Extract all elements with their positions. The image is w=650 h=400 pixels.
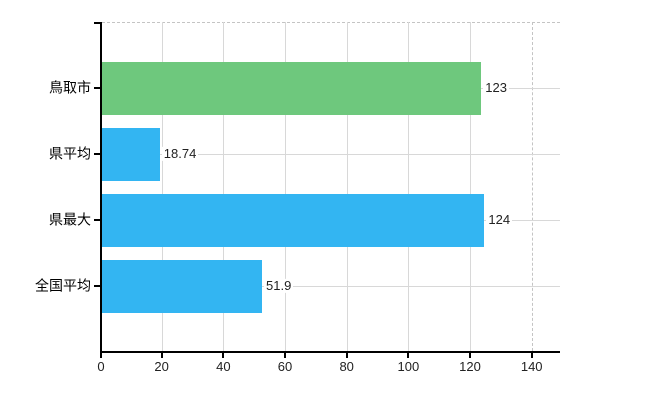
category-label: 県平均 bbox=[49, 145, 91, 162]
x-tick-label: 120 bbox=[459, 359, 481, 374]
y-axis-top-tick bbox=[94, 22, 100, 24]
bar-value-label: 123 bbox=[483, 79, 509, 96]
x-gridline bbox=[223, 22, 225, 351]
y-axis-tick bbox=[94, 285, 100, 287]
x-axis-tick bbox=[160, 353, 163, 358]
bar-県平均 bbox=[102, 127, 160, 181]
x-axis-tick bbox=[407, 353, 410, 358]
x-gridline bbox=[346, 22, 348, 351]
x-gridline bbox=[531, 22, 533, 351]
x-axis-tick bbox=[100, 353, 102, 358]
category-label: 県最大 bbox=[49, 211, 91, 228]
x-tick-label: 80 bbox=[339, 359, 354, 374]
x-gridline bbox=[285, 22, 286, 351]
x-axis-tick bbox=[222, 353, 225, 358]
bar-全国平均 bbox=[102, 259, 263, 313]
x-axis-tick bbox=[345, 353, 348, 358]
category-label: 鳥取市 bbox=[49, 79, 91, 96]
x-tick-label: 40 bbox=[216, 359, 231, 374]
x-axis-tick bbox=[530, 353, 533, 358]
plot-top-boundary-gridline bbox=[102, 22, 560, 23]
x-gridline bbox=[161, 22, 163, 351]
bar-value-label: 18.74 bbox=[161, 145, 199, 162]
x-tick-label: 140 bbox=[520, 359, 543, 374]
category-gridline bbox=[102, 154, 560, 155]
bar-県最大 bbox=[102, 193, 485, 247]
y-axis-tick bbox=[94, 153, 100, 155]
x-gridline bbox=[408, 22, 410, 351]
bar-鳥取市 bbox=[102, 61, 482, 115]
y-axis-tick bbox=[94, 219, 100, 221]
x-axis-tick bbox=[469, 353, 472, 358]
x-gridline bbox=[470, 22, 472, 351]
x-tick-label: 0 bbox=[97, 359, 105, 374]
x-axis-tick bbox=[284, 353, 286, 358]
y-axis-tick bbox=[94, 87, 100, 89]
x-tick-label: 20 bbox=[154, 359, 169, 374]
category-label: 全国平均 bbox=[35, 277, 91, 294]
category-gridline bbox=[102, 286, 560, 287]
bar-value-label: 124 bbox=[486, 211, 513, 228]
bar-value-label: 51.9 bbox=[264, 277, 294, 294]
x-tick-label: 100 bbox=[397, 359, 420, 374]
x-tick-label: 60 bbox=[277, 359, 293, 374]
plot-area: 123 18.74 124 51.9 bbox=[100, 22, 560, 353]
